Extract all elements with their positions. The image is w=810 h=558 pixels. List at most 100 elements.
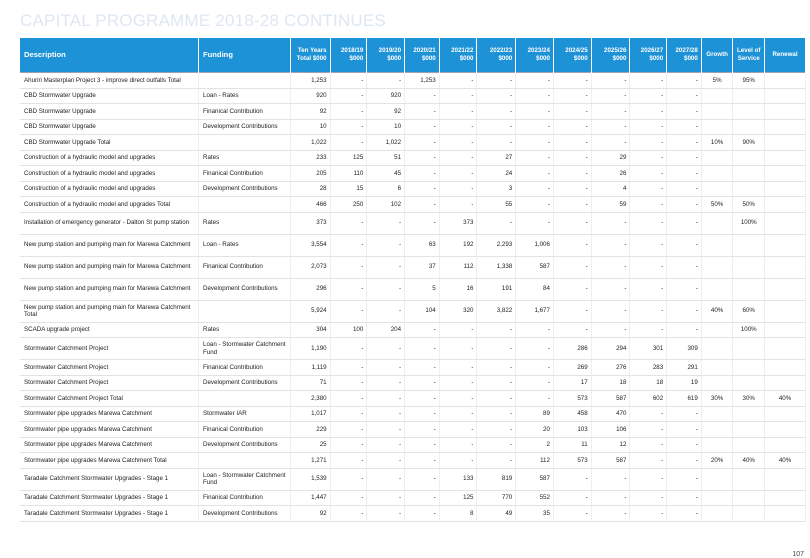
cell-year-value: 309 <box>666 337 702 360</box>
cell-year-value: - <box>515 103 554 120</box>
cell-renewal <box>764 181 806 197</box>
cell-year-value: - <box>515 390 554 407</box>
cell-ten-years-total: 1,447 <box>290 490 331 506</box>
cell-year-value: - <box>330 278 368 301</box>
cell-year-value: - <box>629 490 668 506</box>
cell-year-value: - <box>553 196 592 213</box>
cell-year-value: - <box>629 196 668 213</box>
cell-ten-years-total: 296 <box>290 278 331 301</box>
cell-funding <box>198 390 291 407</box>
cell-year-value: - <box>553 119 592 135</box>
cell-year-value: 27 <box>476 150 517 166</box>
col-header-2026-27: 2026/27 $000 <box>629 38 668 73</box>
cell-year-value: - <box>629 212 668 235</box>
cell-funding: Finanical Contribution <box>198 256 291 279</box>
cell-year-value: 602 <box>629 390 668 407</box>
cell-year-value: - <box>629 181 668 197</box>
col-header-2023-24: 2023/24 $000 <box>515 38 554 73</box>
cell-year-value: 192 <box>439 234 478 257</box>
cell-year-value: - <box>404 134 440 151</box>
cell-year-value: - <box>666 299 702 323</box>
cell-year-value: 294 <box>591 337 631 360</box>
cell-year-value: - <box>591 468 631 491</box>
cell-year-value: - <box>439 421 478 438</box>
cell-year-value: - <box>666 256 702 279</box>
cell-year-value: - <box>404 406 440 422</box>
cell-ten-years-total: 92 <box>290 505 331 522</box>
table-row: Construction of a hydraulic model and up… <box>20 165 806 182</box>
cell-year-value: - <box>439 375 478 391</box>
cell-year-value: 125 <box>330 150 368 166</box>
cell-year-value: - <box>476 390 517 407</box>
cell-funding <box>198 299 291 323</box>
col-header-ten-years-total: Ten Years Total $000 <box>290 38 331 73</box>
cell-year-value: - <box>553 468 592 491</box>
cell-year-value: 110 <box>330 165 368 182</box>
cell-year-value: - <box>553 165 592 182</box>
cell-ten-years-total: 1,022 <box>290 134 331 151</box>
cell-year-value: - <box>366 212 406 235</box>
cell-year-value: 51 <box>366 150 406 166</box>
cell-ten-years-total: 1,190 <box>290 337 331 360</box>
cell-level-of-service <box>732 375 766 391</box>
cell-year-value: - <box>553 322 592 338</box>
cell-year-value: - <box>404 150 440 166</box>
cell-year-value: 191 <box>476 278 517 301</box>
cell-year-value: - <box>366 406 406 422</box>
cell-description: Taradale Catchment Stormwater Upgrades -… <box>20 505 200 522</box>
cell-year-value: - <box>553 134 592 151</box>
cell-year-value: - <box>366 359 406 376</box>
cell-year-value: - <box>439 119 478 135</box>
cell-year-value: - <box>366 72 406 89</box>
cell-ten-years-total: 304 <box>290 322 331 338</box>
cell-description: CBD Stormwater Upgrade <box>20 103 200 120</box>
col-header-growth: Growth <box>701 38 734 73</box>
cell-year-value: - <box>330 337 368 360</box>
cell-year-value: 103 <box>553 421 592 438</box>
cell-year-value: - <box>629 150 668 166</box>
cell-year-value: - <box>666 88 702 104</box>
cell-funding: Stormwater IAR <box>198 406 291 422</box>
cell-growth <box>701 150 734 166</box>
cell-year-value: - <box>515 337 554 360</box>
cell-ten-years-total: 1,119 <box>290 359 331 376</box>
cell-funding: Rates <box>198 212 291 235</box>
cell-year-value: - <box>666 212 702 235</box>
table-row: SCADA upgrade project Rates 304 100 204- - - - -… <box>20 322 806 338</box>
cell-growth: 30% <box>701 390 734 407</box>
cell-growth <box>701 490 734 506</box>
cell-growth <box>701 181 734 197</box>
cell-growth: 50% <box>701 196 734 213</box>
cell-growth: 40% <box>701 299 734 323</box>
cell-ten-years-total: 920 <box>290 88 331 104</box>
cell-year-value: - <box>553 278 592 301</box>
cell-level-of-service <box>732 505 766 522</box>
cell-level-of-service: 30% <box>732 390 766 407</box>
cell-growth <box>701 212 734 235</box>
cell-year-value: - <box>666 421 702 438</box>
cell-year-value: - <box>591 88 631 104</box>
cell-year-value: 29 <box>591 150 631 166</box>
cell-year-value: - <box>629 72 668 89</box>
cell-year-value: 15 <box>330 181 368 197</box>
cell-year-value: 18 <box>591 375 631 391</box>
cell-growth: 20% <box>701 452 734 469</box>
cell-year-value: - <box>629 103 668 120</box>
cell-year-value: - <box>366 437 406 453</box>
cell-funding <box>198 134 291 151</box>
cell-year-value: - <box>330 299 368 323</box>
cell-renewal <box>764 406 806 422</box>
cell-year-value: - <box>476 119 517 135</box>
cell-renewal <box>764 421 806 438</box>
cell-year-value: - <box>366 299 406 323</box>
cell-level-of-service <box>732 468 766 491</box>
cell-year-value: - <box>366 468 406 491</box>
table-row: Stormwater pipe upgrades Marewa Catchmen… <box>20 421 806 438</box>
cell-year-value: - <box>366 421 406 438</box>
table-row: CBD Stormwater Upgrade Development Contri… <box>20 119 806 135</box>
cell-year-value: - <box>476 212 517 235</box>
cell-year-value: 320 <box>439 299 478 323</box>
cell-year-value: 37 <box>404 256 440 279</box>
cell-description: Taradale Catchment Stormwater Upgrades -… <box>20 468 200 491</box>
cell-growth <box>701 88 734 104</box>
